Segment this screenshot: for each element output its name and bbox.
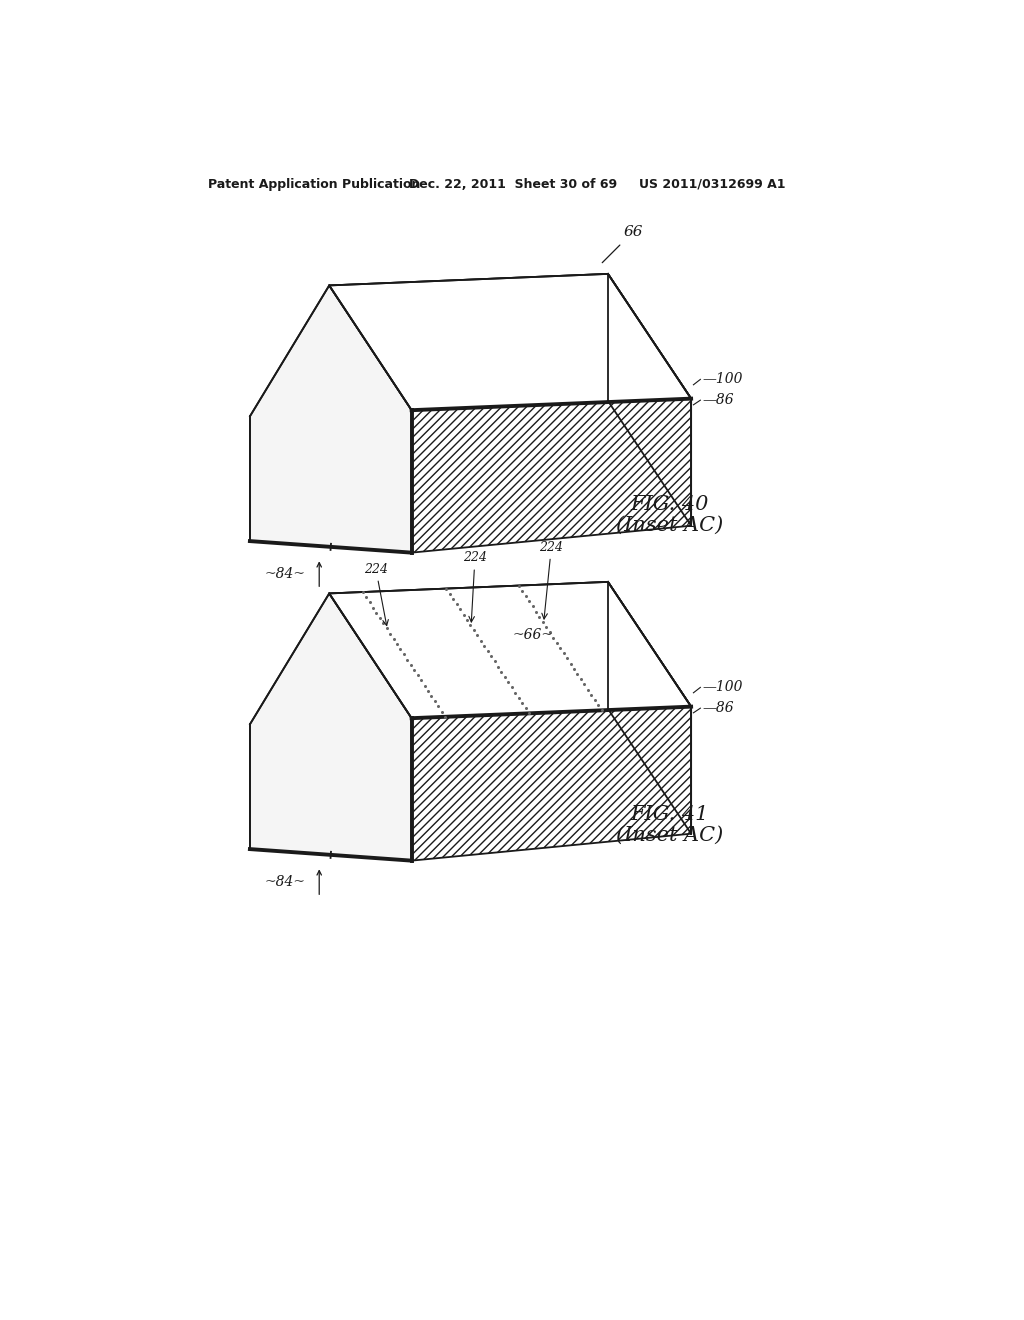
Text: FIG. 40: FIG. 40: [631, 495, 709, 515]
Text: US 2011/0312699 A1: US 2011/0312699 A1: [639, 178, 785, 190]
Text: —86: —86: [702, 701, 734, 715]
Text: 224: 224: [463, 552, 487, 622]
Text: 224: 224: [540, 541, 563, 619]
Polygon shape: [412, 706, 691, 861]
Polygon shape: [250, 285, 412, 553]
Text: ~84~: ~84~: [264, 875, 305, 888]
Text: —100: —100: [702, 372, 743, 387]
Text: (Inset AC): (Inset AC): [615, 826, 723, 845]
Polygon shape: [330, 582, 691, 718]
Polygon shape: [608, 582, 691, 834]
Text: (Inset AC): (Inset AC): [615, 516, 723, 535]
Text: Dec. 22, 2011  Sheet 30 of 69: Dec. 22, 2011 Sheet 30 of 69: [410, 178, 617, 190]
Polygon shape: [608, 275, 691, 525]
Text: —100: —100: [702, 680, 743, 694]
Polygon shape: [412, 399, 691, 553]
Text: FIG. 41: FIG. 41: [631, 805, 709, 824]
Polygon shape: [330, 275, 691, 411]
Polygon shape: [250, 594, 412, 861]
Text: ~84~: ~84~: [264, 566, 305, 581]
Polygon shape: [330, 582, 691, 718]
Text: 66: 66: [624, 226, 643, 239]
Text: Patent Application Publication: Patent Application Publication: [208, 178, 420, 190]
Text: 224: 224: [364, 562, 388, 626]
Text: ~66~: ~66~: [513, 627, 554, 642]
Text: —86: —86: [702, 393, 734, 407]
Polygon shape: [330, 275, 691, 411]
